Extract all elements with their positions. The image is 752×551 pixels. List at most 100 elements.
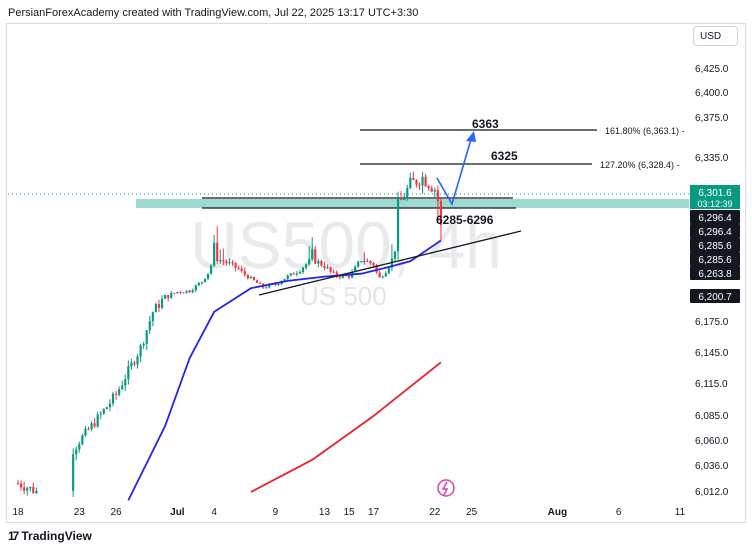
- x-tick-label: 9: [273, 507, 279, 518]
- candle-body: [124, 379, 127, 386]
- ma-line: [250, 361, 442, 493]
- candle-body: [360, 261, 363, 263]
- x-tick-label: 22: [429, 507, 441, 518]
- price-label-box: [690, 238, 740, 252]
- candle-body: [111, 393, 115, 404]
- candle-body: [320, 261, 323, 266]
- level-label: 161.80% (6,363.1) -: [605, 126, 685, 136]
- candle-body: [133, 362, 136, 365]
- candle-body: [384, 273, 387, 277]
- support-zone: [136, 199, 689, 208]
- candle-body: [222, 260, 225, 262]
- moving-averages: [127, 239, 442, 501]
- candle-body: [277, 284, 280, 286]
- candle-body: [329, 267, 332, 272]
- candle-body: [179, 291, 182, 293]
- candle-body: [246, 274, 249, 279]
- candle-body: [164, 295, 167, 299]
- y-tick-label: 6,425.0: [695, 64, 729, 75]
- candle-body: [415, 180, 418, 185]
- brand-name: TradingView: [21, 529, 92, 543]
- y-tick-label: 6,060.0: [695, 436, 729, 447]
- candle-body: [151, 312, 154, 322]
- candle-body: [203, 278, 207, 283]
- y-axis: 6,425.0 6,400.0 6,375.0 6,335.0 6,145.0 6,115…: [695, 64, 729, 498]
- candle-body: [259, 282, 262, 284]
- annotation-label: 6285-6296: [436, 213, 494, 227]
- candle-body: [400, 199, 403, 201]
- candle-body: [127, 366, 130, 380]
- candle-body: [225, 261, 228, 264]
- candle-body: [160, 298, 164, 308]
- candle-body: [237, 267, 240, 269]
- projection-path: [436, 135, 473, 207]
- candle-body: [191, 290, 194, 293]
- candle-body: [332, 271, 335, 273]
- candle-body: [421, 176, 424, 186]
- price-label: 6,296.4: [698, 213, 732, 224]
- candle-body: [344, 275, 348, 277]
- candle-body: [96, 414, 99, 427]
- x-tick-label: 23: [74, 507, 86, 518]
- candle-body: [142, 343, 145, 346]
- countdown-label: 03:12:39: [697, 199, 732, 209]
- candle-body: [114, 393, 118, 395]
- candle-body: [314, 249, 317, 264]
- price-label: 6,285.6: [698, 255, 732, 266]
- candle-body: [29, 487, 32, 489]
- candle-body: [185, 290, 188, 293]
- trendline: [258, 230, 522, 296]
- price-label: 6,285.6: [698, 241, 732, 252]
- candle-body: [430, 188, 433, 192]
- x-tick-label: 6: [616, 507, 622, 518]
- candle-body: [228, 262, 231, 264]
- candle-body: [93, 423, 96, 427]
- candle-body: [157, 304, 161, 308]
- candle-body: [118, 389, 121, 395]
- candle-body: [372, 262, 375, 266]
- y-tick-label: 6,375.0: [695, 113, 729, 124]
- currency-button[interactable]: USD: [693, 26, 738, 46]
- chart-header: PersianForexAcademy created with Trading…: [8, 7, 419, 19]
- x-tick-label: 13: [319, 507, 331, 518]
- candle-body: [326, 267, 329, 269]
- candle-body: [308, 259, 311, 265]
- candle-body: [243, 270, 246, 275]
- candle-body: [341, 275, 344, 278]
- candle-body: [121, 385, 124, 390]
- candle-body: [292, 273, 295, 275]
- candle-body: [286, 275, 289, 279]
- footer-brand: 17 TradingView: [8, 529, 92, 543]
- price-label: 6,263.8: [698, 269, 732, 280]
- candle-body: [197, 283, 200, 286]
- candle-body: [213, 242, 216, 266]
- candle-body: [301, 267, 305, 273]
- candle-body: [188, 290, 191, 293]
- candle-body: [32, 487, 35, 493]
- x-tick-label: 4: [211, 507, 217, 518]
- x-tick-label: 25: [466, 507, 478, 518]
- candle-body: [311, 249, 314, 260]
- candle-body: [369, 260, 372, 263]
- x-axis: 18 23 26 Jul 4 9 13 15 17 22 25 Aug 6 11: [12, 507, 685, 518]
- fib-levels: 161.80% (6,363.1) - 127.20% (6,328.4) -: [202, 126, 685, 209]
- ma-line: [127, 239, 442, 501]
- candle-body: [347, 275, 351, 278]
- candle-body: [393, 251, 397, 259]
- candle-body: [304, 264, 308, 268]
- x-tick-label: 18: [12, 507, 24, 518]
- candle-body: [283, 278, 286, 282]
- y-tick-label: 6,115.0: [695, 379, 728, 390]
- candle-body: [396, 199, 400, 252]
- candle-body: [219, 260, 222, 262]
- candle-body: [298, 272, 302, 274]
- price-label-box: [690, 252, 740, 266]
- candle-body: [170, 292, 173, 298]
- current-price-box: [690, 185, 740, 209]
- candle-body: [136, 356, 139, 365]
- x-tick-label: Jul: [170, 507, 185, 518]
- candle-body: [90, 423, 93, 430]
- candle-body: [200, 282, 203, 284]
- candle-body: [255, 280, 259, 283]
